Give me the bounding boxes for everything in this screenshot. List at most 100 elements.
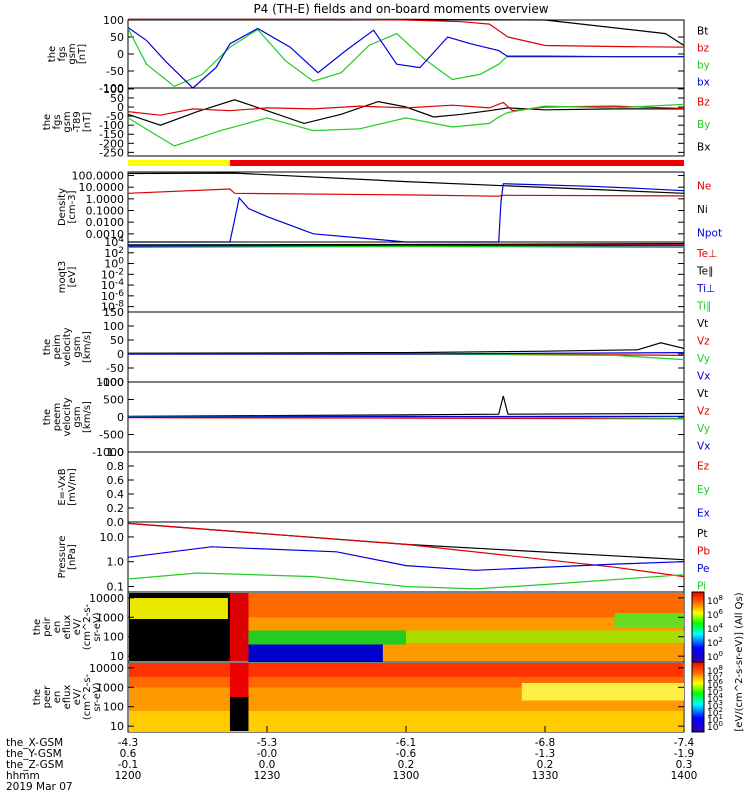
y-axis-label: [nT] — [77, 44, 88, 64]
series-pressure-Pt — [127, 522, 685, 561]
legend-density-Npot: Npot — [697, 227, 722, 239]
x-row-value: 0.6 — [120, 748, 137, 760]
y-tick-label: 10.0 — [100, 531, 125, 544]
colorbar-tick: 102 — [707, 706, 723, 719]
series-peem_velocity-Vt — [127, 395, 685, 417]
legend-peim_velocity-Vz: Vz — [697, 335, 710, 347]
x-row-value: 1230 — [254, 770, 281, 782]
x-row-value: -6.1 — [396, 737, 417, 749]
y-axis-label: velocity — [62, 397, 73, 436]
legend-fgs_gsm_bkg-By: By — [697, 119, 710, 131]
y-axis-label: peir — [42, 616, 53, 636]
y-tick-label: 0 — [117, 411, 124, 424]
y-tick-label: 50 — [110, 92, 124, 105]
y-tick-label: 0.4 — [107, 488, 125, 501]
x-row-label-the_X-GSM: the_X-GSM — [6, 737, 63, 749]
y-axis-label: (cm^2-s- — [82, 603, 93, 650]
y-tick-label: 1.0 — [107, 446, 125, 459]
y-axis-label: velocity — [62, 327, 73, 366]
series-density-Ni — [127, 172, 685, 194]
x-row-value: -0.0 — [257, 748, 278, 760]
heatmap-red-stripe — [229, 663, 249, 698]
colorbar-tick: 104 — [707, 692, 723, 705]
y-axis-label: en — [52, 621, 63, 634]
panel-frame-peim_velocity — [127, 311, 685, 383]
heatmap-yellow-band — [130, 598, 228, 619]
legend-peem_velocity-Vy: Vy — [697, 423, 710, 435]
heatmap-late-green — [614, 613, 684, 627]
y-axis-label: fgs — [52, 114, 63, 129]
heatmap-peir_en_eflux — [129, 593, 684, 662]
y-axis-label: eV/ — [72, 688, 83, 705]
y-axis-label: the — [47, 46, 58, 62]
y-tick-label: 1.0000 — [86, 193, 125, 206]
y-tick-label: 0.0 — [107, 516, 125, 529]
legend-fgs_gsm-by: by — [697, 60, 710, 72]
legend-moqt3-Ti∥: Ti∥ — [696, 300, 711, 312]
y-axis-label: [km/s] — [82, 401, 93, 433]
y-axis-label: en — [52, 691, 63, 704]
y-axis-label: sr-eV) — [92, 682, 103, 711]
x-row-label-the_Z-GSM: the_Z-GSM — [6, 759, 64, 771]
y-axis-label: [nPa] — [67, 544, 78, 570]
x-row-value: -0.1 — [118, 759, 139, 771]
y-tick-label: 10-4 — [101, 278, 124, 292]
y-axis-label: [mV/m] — [67, 468, 78, 506]
series-peem_velocity-Vz — [127, 417, 685, 420]
x-row-value: -1.9 — [674, 748, 695, 760]
y-axis-label: the — [42, 114, 53, 130]
y-tick-label: -1000 — [92, 446, 124, 459]
legend-peem_velocity-Vx: Vx — [697, 440, 710, 452]
y-axis-label: moqt3 — [57, 261, 68, 294]
heatmap-red-stripe — [229, 593, 249, 661]
y-tick-label: 10-8 — [101, 300, 124, 314]
colorbar-ion — [691, 591, 705, 663]
heatmap-low-blue — [248, 642, 383, 662]
series-peim_velocity-Vx — [128, 352, 685, 355]
series-pressure-Pe — [127, 546, 685, 571]
y-tick-label: 1.0 — [107, 556, 125, 569]
legend-efield-Ey: Ey — [697, 484, 710, 496]
y-axis-label: the — [42, 339, 53, 355]
y-tick-label: 10000 — [89, 592, 124, 605]
legend-pressure-Pt: Pt — [697, 528, 707, 540]
y-tick-label: 0 — [117, 48, 124, 61]
x-row-value: -0.6 — [396, 748, 417, 760]
mode-bar-slow — [128, 160, 230, 166]
y-axis-label: [cm-3] — [67, 190, 78, 223]
y-tick-label: 0.0010 — [86, 228, 125, 241]
y-tick-label: 100 — [103, 631, 124, 644]
series-peem_velocity-Vx — [127, 415, 685, 418]
y-axis-label: (cm^2-s- — [82, 673, 93, 720]
legend-peem_velocity-Vt: Vt — [697, 388, 708, 400]
y-tick-label: -150 — [99, 128, 124, 141]
series-fgs_gsm-bx — [127, 27, 684, 89]
y-axis-label: gsm — [72, 336, 83, 357]
colorbar-tick: 106 — [707, 608, 723, 621]
x-row-value: 1330 — [532, 770, 559, 782]
y-tick-label: -50 — [106, 65, 124, 78]
y-tick-label: 0.1 — [107, 581, 125, 594]
panel-frame-density — [127, 171, 685, 243]
y-tick-label: -50 — [106, 362, 124, 375]
colorbar-tick: 104 — [707, 622, 723, 635]
legend-moqt3-Te⊥: Te⊥ — [696, 248, 717, 260]
series-fgs_gsm_bkg-Bx — [127, 99, 684, 126]
series-moqt3-Ti⊥ — [127, 245, 684, 247]
y-tick-label: 0.6 — [107, 474, 125, 487]
y-axis-label: gsm — [62, 111, 73, 132]
y-tick-label: -250 — [99, 146, 124, 159]
legend-peim_velocity-Vy: Vy — [697, 353, 710, 365]
y-tick-label: 150 — [103, 306, 124, 319]
series-peim_velocity-Vt — [127, 342, 685, 354]
y-axis-label: the — [32, 689, 43, 705]
y-axis-label: Density — [57, 188, 68, 226]
y-axis-label: peem — [52, 403, 63, 431]
colorbar-tick: 107 — [707, 671, 723, 684]
legend-peim_velocity-Vt: Vt — [697, 318, 708, 330]
y-tick-label: 10 — [110, 720, 124, 733]
y-axis-label: Pressure — [57, 536, 68, 579]
legend-density-Ni: Ni — [697, 204, 708, 216]
x-row-value: -6.8 — [535, 737, 556, 749]
series-moqt3-Ti∥ — [127, 245, 685, 248]
